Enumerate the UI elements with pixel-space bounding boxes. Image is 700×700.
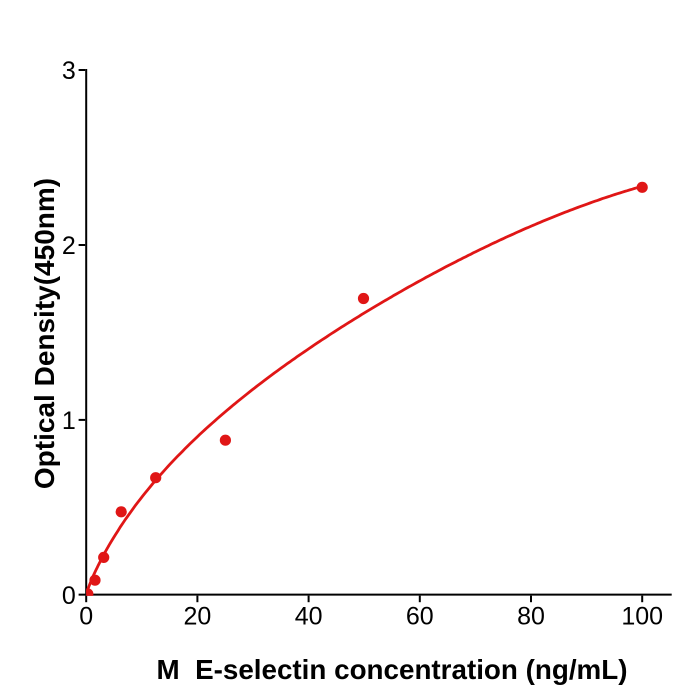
- svg-text:100: 100: [621, 603, 663, 631]
- svg-text:Optical Density(450nm): Optical Density(450nm): [29, 178, 60, 489]
- svg-text:60: 60: [406, 603, 434, 631]
- svg-text:80: 80: [517, 603, 545, 631]
- svg-text:0: 0: [79, 603, 93, 631]
- svg-text:3: 3: [62, 57, 76, 85]
- svg-text:40: 40: [295, 603, 323, 631]
- svg-text:20: 20: [183, 603, 211, 631]
- svg-text:2: 2: [62, 232, 76, 260]
- svg-text:1: 1: [62, 407, 76, 435]
- svg-text:M E-selectin concentration (n: M E-selectin concentration (ng/mL): [156, 654, 627, 685]
- svg-text:0: 0: [62, 582, 76, 610]
